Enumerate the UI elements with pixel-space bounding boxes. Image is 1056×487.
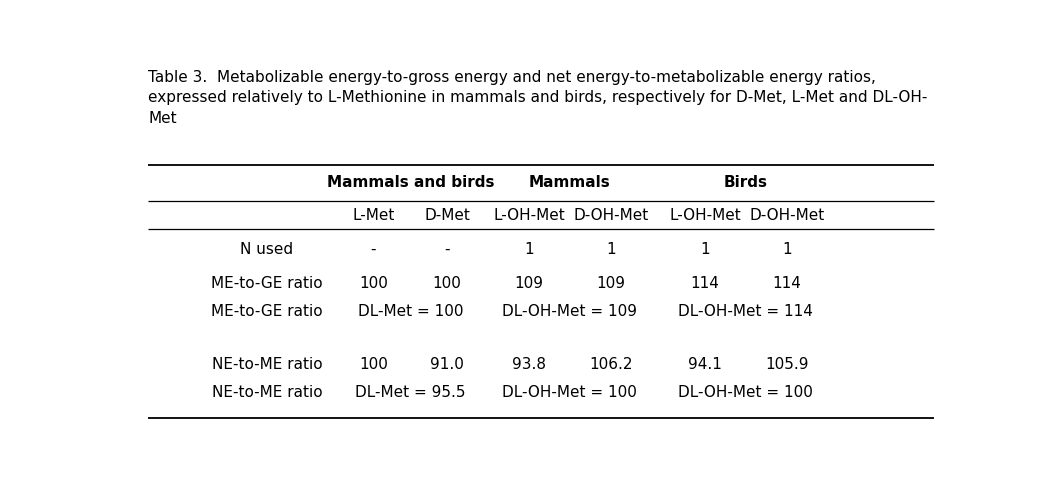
Text: DL-OH-Met = 109: DL-OH-Met = 109 <box>503 304 638 319</box>
Text: 106.2: 106.2 <box>589 356 633 372</box>
Text: DL-OH-Met = 100: DL-OH-Met = 100 <box>503 385 637 400</box>
Text: 1: 1 <box>700 242 710 257</box>
Text: Mammals: Mammals <box>529 175 610 190</box>
Text: 105.9: 105.9 <box>765 356 809 372</box>
Text: 94.1: 94.1 <box>687 356 722 372</box>
Text: 1: 1 <box>524 242 533 257</box>
Text: D-OH-Met: D-OH-Met <box>749 207 825 223</box>
Text: ME-to-GE ratio: ME-to-GE ratio <box>211 276 323 291</box>
Text: NE-to-ME ratio: NE-to-ME ratio <box>211 356 322 372</box>
Text: DL-Met = 95.5: DL-Met = 95.5 <box>355 385 466 400</box>
Text: Table 3.  Metabolizable energy-to-gross energy and net energy-to-metabolizable e: Table 3. Metabolizable energy-to-gross e… <box>148 70 876 85</box>
Text: 93.8: 93.8 <box>512 356 546 372</box>
Text: DL-OH-Met = 100: DL-OH-Met = 100 <box>678 385 813 400</box>
Text: D-Met: D-Met <box>425 207 470 223</box>
Text: L-Met: L-Met <box>353 207 395 223</box>
Text: 91.0: 91.0 <box>430 356 464 372</box>
Text: L-OH-Met: L-OH-Met <box>493 207 565 223</box>
Text: L-OH-Met: L-OH-Met <box>670 207 740 223</box>
Text: 1: 1 <box>781 242 792 257</box>
Text: 114: 114 <box>772 276 802 291</box>
Text: DL-OH-Met = 114: DL-OH-Met = 114 <box>678 304 813 319</box>
Text: 100: 100 <box>359 356 388 372</box>
Text: expressed relatively to L-Methionine in mammals and birds, respectively for D-Me: expressed relatively to L-Methionine in … <box>148 90 928 105</box>
Text: Birds: Birds <box>723 175 768 190</box>
Text: NE-to-ME ratio: NE-to-ME ratio <box>211 385 322 400</box>
Text: 100: 100 <box>433 276 461 291</box>
Text: DL-Met = 100: DL-Met = 100 <box>358 304 463 319</box>
Text: -: - <box>371 242 376 257</box>
Text: 114: 114 <box>691 276 719 291</box>
Text: 100: 100 <box>359 276 388 291</box>
Text: 1: 1 <box>606 242 616 257</box>
Text: 109: 109 <box>514 276 544 291</box>
Text: Met: Met <box>148 111 177 126</box>
Text: Mammals and birds: Mammals and birds <box>326 175 494 190</box>
Text: ME-to-GE ratio: ME-to-GE ratio <box>211 304 323 319</box>
Text: N used: N used <box>241 242 294 257</box>
Text: -: - <box>445 242 450 257</box>
Text: D-OH-Met: D-OH-Met <box>573 207 648 223</box>
Text: 109: 109 <box>597 276 625 291</box>
